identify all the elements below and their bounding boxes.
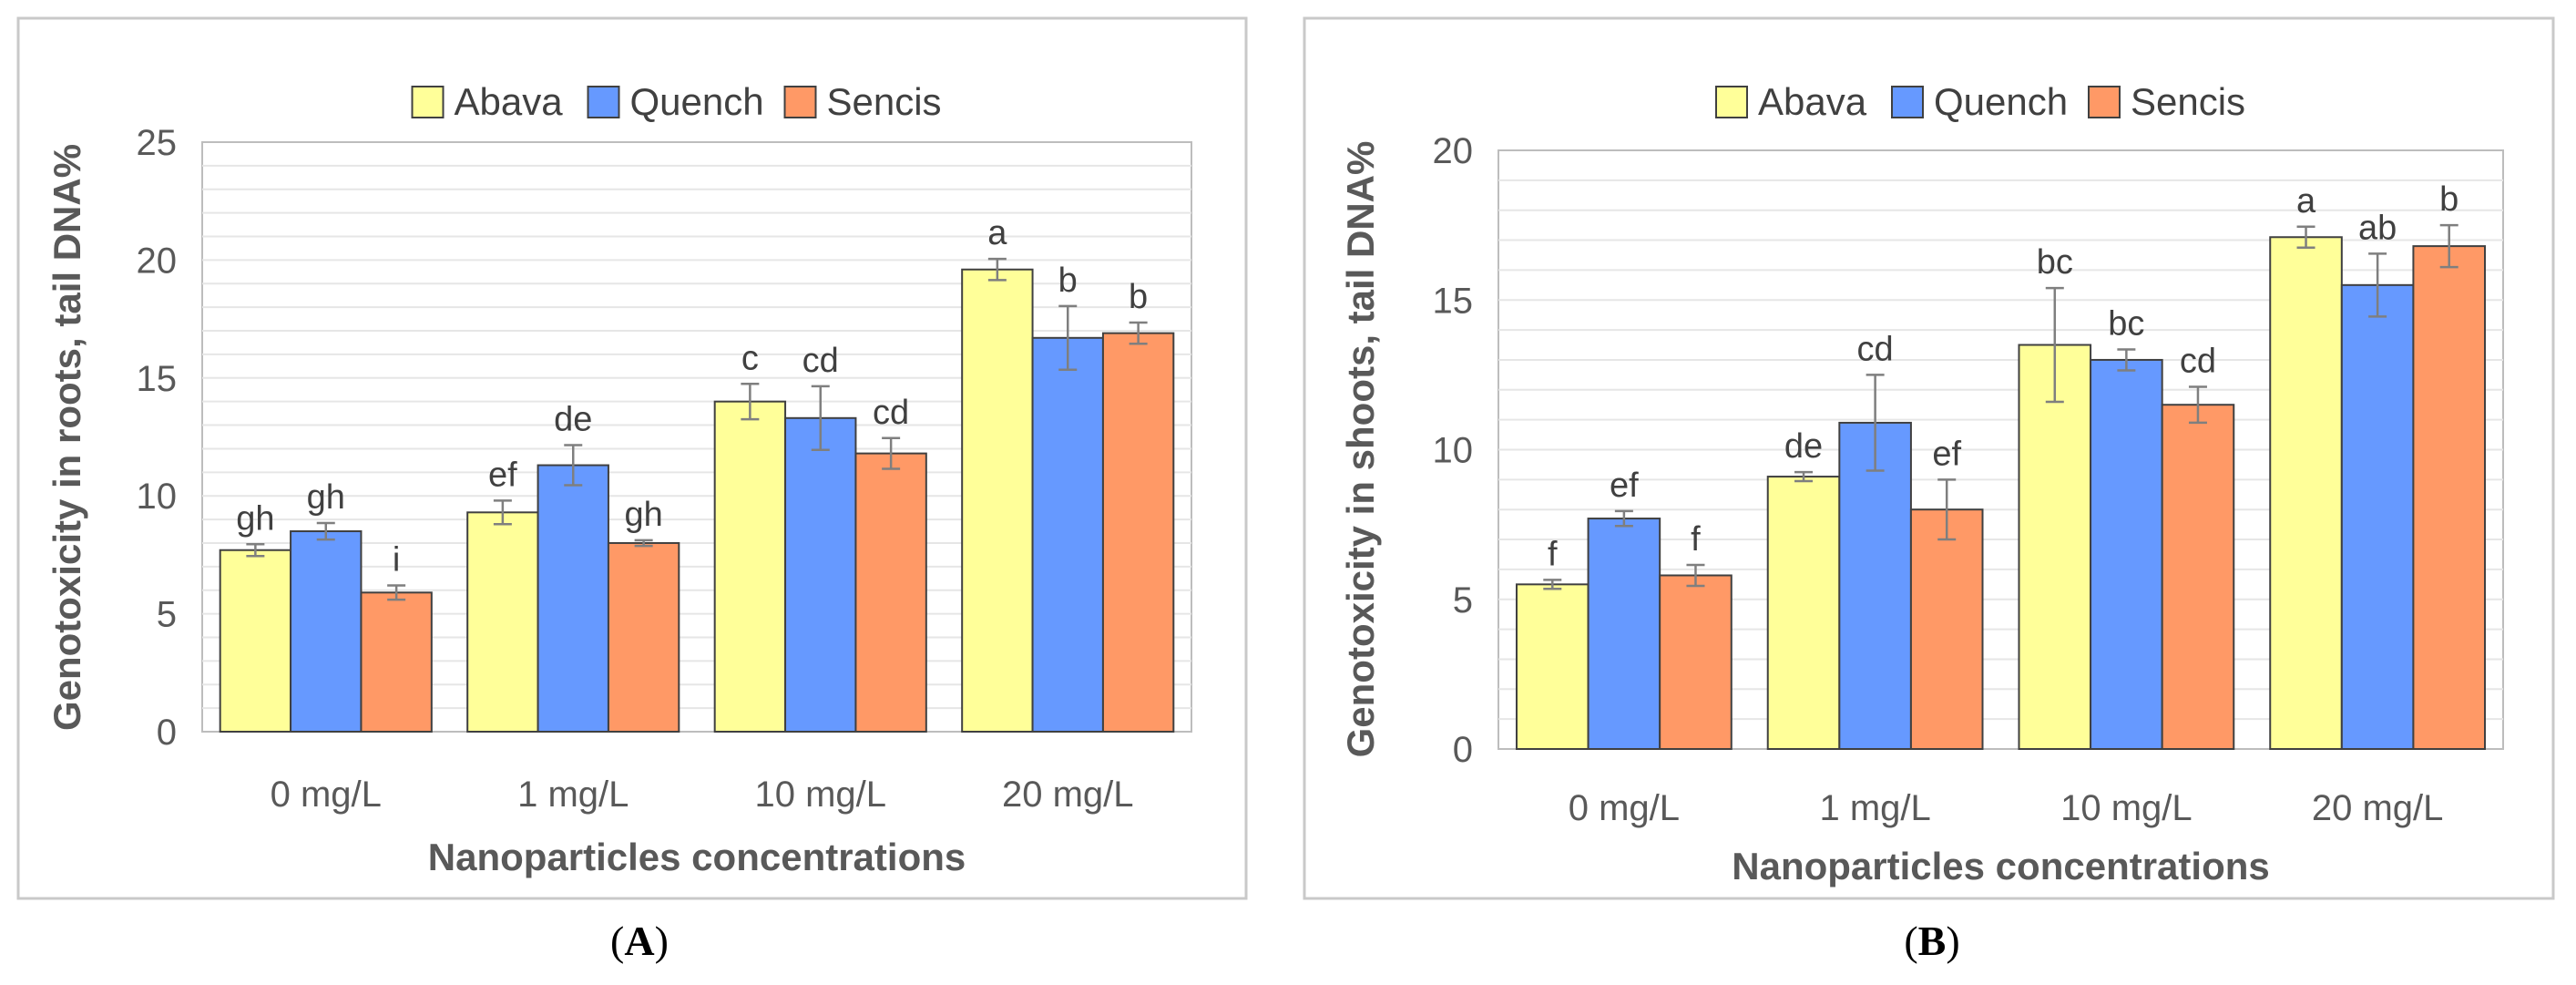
panel-a-legend-label: Quench (630, 80, 764, 123)
panel-b-bar-sencis (1909, 508, 1984, 750)
panel-a-bar-abava (961, 268, 1034, 733)
panel-b-significance-label: cd (2180, 343, 2216, 381)
panel-a-significance-label: a (987, 214, 1007, 252)
panel-b-bar-sencis (2412, 245, 2487, 750)
panel-b-significance-label: f (1548, 535, 1558, 573)
panel-b-significance-label: bc (2037, 243, 2073, 282)
panel-b-y-tick-label: 20 (1433, 131, 1474, 171)
panel-a-y-axis-title: Genotoxicity in roots, tail DNA% (46, 144, 88, 731)
panel-a-bar-sencis (854, 452, 927, 733)
panel-b-x-tick-label: 20 mg/L (2312, 788, 2444, 828)
panel-b-significance-label: b (2439, 180, 2458, 219)
panel-b-legend-swatch-quench (1891, 86, 1924, 118)
panel-a-significance-label: b (1129, 278, 1148, 316)
panel-a-x-tick-label: 1 mg/L (517, 775, 629, 815)
panel-a-y-tick-label: 25 (137, 123, 178, 163)
panel-a-bar-sencis (607, 541, 680, 734)
panel-a-y-tick-label: 15 (137, 359, 178, 399)
panel-a-bar-quench (290, 530, 363, 734)
panel-b-x-tick-label: 1 mg/L (1819, 788, 1930, 828)
panel-a-x-axis-title: Nanoparticles concentrations (428, 836, 966, 878)
panel-b-significance-label: ef (1932, 435, 1961, 473)
panel-a-x-tick-label: 20 mg/L (1002, 775, 1134, 815)
panel-a-bar-abava (219, 549, 292, 733)
panel-a-x-tick-label: 0 mg/L (271, 775, 382, 815)
panel-b-bar-sencis (2161, 404, 2235, 750)
panel-a-bar-quench (1031, 336, 1104, 733)
panel-b-panel-letter: B (1918, 918, 1947, 964)
panel-a-x-tick-label: 10 mg/L (754, 775, 886, 815)
panel-a-bar-sencis (360, 591, 433, 733)
panel-b-legend-swatch-abava (1715, 86, 1748, 118)
panel-b-panel-label: (B) (1904, 918, 1959, 964)
panel-a-bar-abava (713, 400, 787, 733)
panel-a-legend-label: Abava (455, 80, 564, 123)
panel-b-significance-label: a (2296, 182, 2316, 221)
panel-b-significance-label: bc (2108, 304, 2144, 343)
panel-b-legend-swatch-sencis (2088, 86, 2121, 118)
panel-b-x-tick-label: 0 mg/L (1569, 788, 1680, 828)
panel-a-legend-swatch-sencis (783, 86, 817, 118)
panel-b-bar-abava (1515, 583, 1590, 751)
panel-a-panel-letter: A (624, 918, 654, 964)
panel-a-significance-label: i (393, 541, 400, 580)
panel-a-y-tick-label: 10 (137, 477, 178, 517)
panel-b-significance-label: ab (2358, 209, 2397, 247)
panel-b-y-axis-title: Genotoxicity in shoots, tail DNA% (1339, 141, 1382, 758)
panel-a-significance-label: gh (307, 478, 345, 517)
panel-b-bar-abava (1766, 476, 1841, 750)
panel-a-significance-label: gh (624, 496, 662, 534)
panel-a-bar-quench (784, 416, 857, 733)
panel-b-legend-label: Abava (1758, 80, 1867, 123)
panel-b-bar-quench (2340, 283, 2415, 750)
panel-a-bar-quench (537, 464, 609, 733)
panel-b-bar-quench (1587, 518, 1661, 750)
panel-b-bar-abava (2018, 344, 2092, 750)
panel-b-legend-label: Sencis (2131, 80, 2245, 123)
panel-b-y-tick-label: 5 (1453, 580, 1473, 621)
panel-a-bar-sencis (1101, 332, 1175, 733)
panel-b-y-tick-label: 10 (1433, 431, 1474, 471)
panel-a-significance-label: cd (802, 342, 839, 380)
panel-a-significance-label: cd (873, 394, 909, 432)
panel-b-bar-quench (2090, 358, 2163, 750)
panel-a-significance-label: b (1058, 262, 1078, 300)
panel-b-y-tick-label: 0 (1453, 730, 1473, 770)
panel-a-significance-label: gh (236, 499, 274, 538)
panel-b-significance-label: cd (1857, 330, 1894, 368)
panel-a-legend-swatch-abava (411, 86, 445, 118)
panel-b-x-axis-title: Nanoparticles concentrations (1732, 845, 2269, 888)
panel-a-y-tick-label: 5 (157, 595, 177, 635)
panel-a-bar-abava (466, 511, 539, 733)
panel-a-y-tick-label: 0 (157, 713, 177, 753)
panel-b-bar-sencis (1659, 574, 1733, 750)
panel-b-x-tick-label: 10 mg/L (2060, 788, 2193, 828)
panel-a-panel-label: (A) (610, 918, 669, 964)
panel-b-bar-abava (2269, 236, 2343, 750)
panel-b-significance-label: ef (1610, 467, 1639, 505)
panel-b-significance-label: f (1691, 520, 1701, 559)
panel-a-significance-label: de (554, 401, 592, 439)
panel-b-significance-label: de (1784, 427, 1823, 466)
panel-b-y-tick-label: 15 (1433, 281, 1474, 321)
panel-a-significance-label: ef (488, 456, 517, 494)
panel-a-significance-label: c (741, 339, 759, 377)
panel-a-legend-label: Sencis (827, 80, 942, 123)
panel-a-legend-swatch-quench (587, 86, 620, 118)
panel-b-legend-label: Quench (1934, 80, 2068, 123)
panel-a-y-tick-label: 20 (137, 241, 178, 281)
